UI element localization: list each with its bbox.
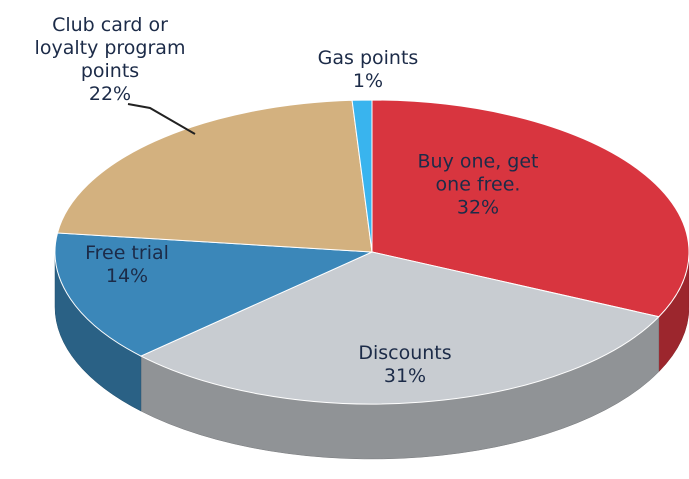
slice <box>56 99 373 253</box>
slice <box>371 99 689 318</box>
value-label: 1% <box>352 70 384 92</box>
value-label: 14% <box>105 265 149 287</box>
category-name: Discounts <box>358 342 452 364</box>
value-label: 22% <box>88 83 132 105</box>
category-name: Gas points <box>317 47 419 69</box>
slice-label: Free trial 14% <box>57 242 197 288</box>
slice <box>139 251 660 405</box>
category-name: Free trial <box>85 242 169 264</box>
slice-tops <box>54 99 689 405</box>
slice <box>351 99 373 253</box>
slice <box>54 232 373 357</box>
slice-label: Gas points 1% <box>288 47 448 93</box>
leader-line <box>127 103 196 135</box>
category-name: Club card or loyalty program points <box>34 14 186 82</box>
value-label: 31% <box>383 365 427 387</box>
value-label: 32% <box>456 196 500 219</box>
slice-label: Discounts 31% <box>325 342 485 388</box>
category-name: Buy one, get one free. <box>417 150 539 196</box>
slice-label: Club card or loyalty program points 22% <box>20 14 200 106</box>
slice-label: Buy one, get one free. 32% <box>403 151 553 220</box>
